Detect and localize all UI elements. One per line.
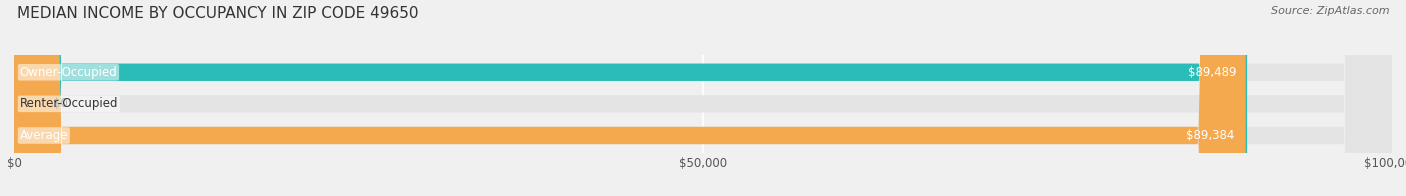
FancyBboxPatch shape	[14, 0, 1392, 196]
Text: $0: $0	[52, 97, 67, 110]
FancyBboxPatch shape	[14, 0, 1247, 196]
FancyBboxPatch shape	[14, 0, 1246, 196]
Text: Renter-Occupied: Renter-Occupied	[20, 97, 118, 110]
Text: Owner-Occupied: Owner-Occupied	[20, 66, 117, 79]
Text: MEDIAN INCOME BY OCCUPANCY IN ZIP CODE 49650: MEDIAN INCOME BY OCCUPANCY IN ZIP CODE 4…	[17, 6, 419, 21]
Text: Average: Average	[20, 129, 67, 142]
Text: $89,384: $89,384	[1187, 129, 1234, 142]
FancyBboxPatch shape	[14, 0, 1392, 196]
FancyBboxPatch shape	[14, 0, 45, 196]
FancyBboxPatch shape	[14, 0, 1392, 196]
Text: $89,489: $89,489	[1188, 66, 1236, 79]
Text: Source: ZipAtlas.com: Source: ZipAtlas.com	[1271, 6, 1389, 16]
